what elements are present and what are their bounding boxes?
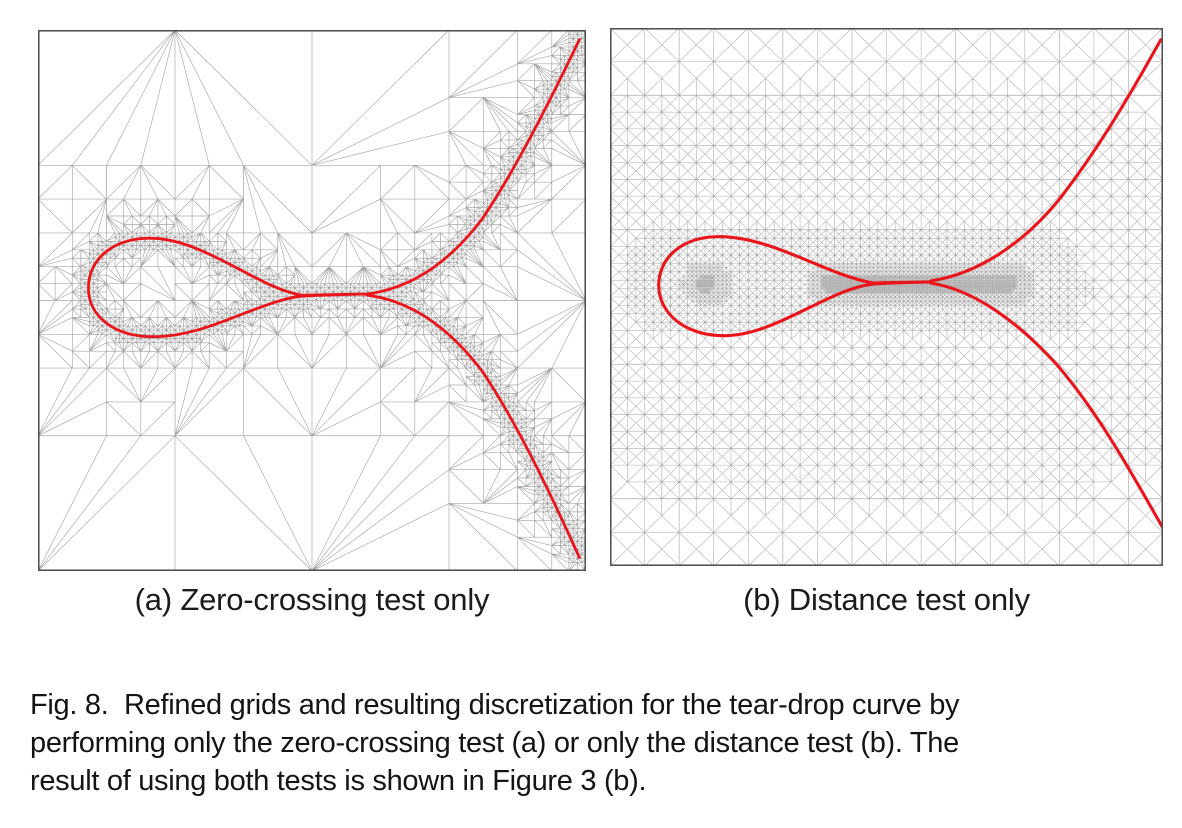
figure-caption: Fig. 8. Refined grids and resulting disc… [30,686,1160,800]
mesh-plot-distance [610,28,1163,566]
subcaption-b: (b) Distance test only [743,582,1030,617]
caption-line-1: Fig. 8. Refined grids and resulting disc… [30,689,960,721]
tear-drop-curve [657,38,1163,530]
mesh-plot-zero-crossing [38,30,586,571]
panel-border [610,28,1163,566]
panel-b [610,28,1163,566]
panel-border [38,30,586,571]
subcaption-a: (a) Zero-crossing test only [134,582,490,617]
caption-line-2: performing only the zero-crossing test (… [30,727,959,759]
mesh-lines [610,28,1163,566]
tear-drop-curve [87,38,581,559]
caption-line-3: result of using both tests is shown in F… [30,765,647,797]
panel-a [38,30,586,571]
mesh-lines [38,30,586,571]
